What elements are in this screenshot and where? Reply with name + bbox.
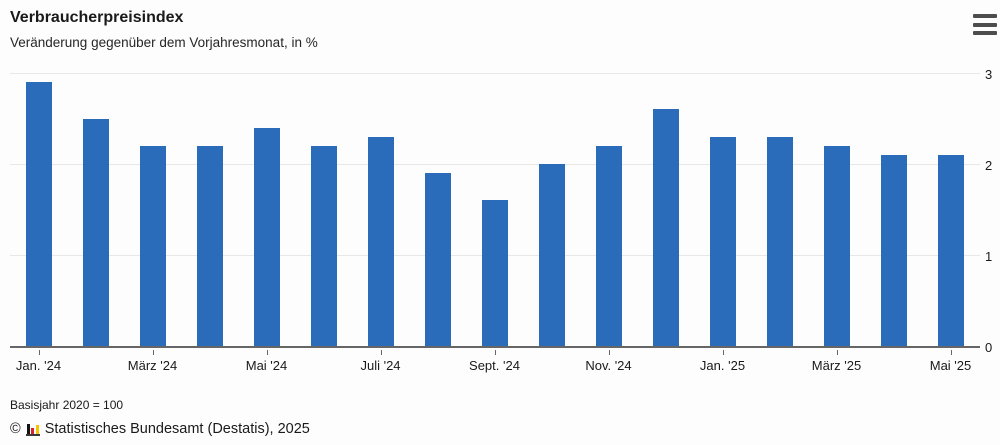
bar-juli24[interactable] (367, 136, 394, 346)
bar-jan25[interactable] (709, 136, 736, 346)
gridline-2 (10, 164, 980, 165)
logo-bar-red (31, 427, 35, 434)
x-axis-label: Mai '24 (245, 358, 288, 373)
x-axis-label: März '24 (127, 358, 178, 373)
y-axis-label: 1 (985, 249, 993, 264)
x-axis-tick (152, 350, 154, 355)
y-axis-label: 2 (985, 158, 993, 173)
gridline-3 (10, 73, 980, 74)
y-axis-label: 3 (985, 67, 993, 82)
x-axis-label: Sept. '24 (469, 358, 520, 373)
x-axis-label: Mai '25 (929, 358, 972, 373)
bar-feb24[interactable] (82, 118, 109, 346)
source-text: Statistisches Bundesamt (Destatis), 2025 (44, 421, 310, 437)
x-axis-tick (608, 350, 610, 355)
bar-mai25[interactable] (937, 154, 964, 346)
hamburger-bar (973, 22, 997, 27)
plot-area (10, 60, 980, 348)
y-axis-label: 0 (985, 340, 993, 355)
x-axis-label: Nov. '24 (585, 358, 632, 373)
x-axis-label: März '25 (811, 358, 862, 373)
bar-apr25[interactable] (880, 154, 907, 346)
source-line: © Statistisches Bundesamt (Destatis), 20… (10, 421, 310, 437)
bar-juni24[interactable] (310, 145, 337, 346)
bar-jan24[interactable] (25, 82, 52, 346)
copyright-symbol: © (10, 421, 21, 437)
bar-feb25[interactable] (766, 136, 793, 346)
base-year-note: Basisjahr 2020 = 100 (10, 398, 124, 412)
x-axis-tick (38, 350, 40, 355)
chart-subtitle: Veränderung gegenüber dem Vorjahresmonat… (10, 35, 318, 50)
x-axis-tick (950, 350, 952, 355)
logo-bar-black (26, 423, 30, 434)
bar-apr24[interactable] (196, 145, 223, 346)
hamburger-menu-icon[interactable] (973, 14, 997, 35)
logo-bar-gold (35, 424, 39, 434)
x-axis-label: Jan. '24 (15, 358, 62, 373)
bar-aug24[interactable] (424, 173, 451, 346)
x-axis-label: Jan. '25 (699, 358, 746, 373)
x-axis-tick (836, 350, 838, 355)
bar-nov24[interactable] (595, 145, 622, 346)
x-axis-label: Juli '24 (360, 358, 401, 373)
x-axis-tick (380, 350, 382, 355)
hamburger-bar (973, 14, 997, 18)
destatis-logo-icon (25, 423, 40, 436)
bar-märz24[interactable] (139, 145, 166, 346)
x-axis-tick (494, 350, 496, 355)
bar-okt24[interactable] (538, 164, 565, 346)
x-axis-tick (266, 350, 268, 355)
bar-mai24[interactable] (253, 127, 280, 346)
chart-title: Verbraucherpreisindex (10, 9, 184, 26)
x-axis-tick (722, 350, 724, 355)
hamburger-bar (973, 31, 997, 35)
bar-dez24[interactable] (652, 109, 679, 346)
bar-sept24[interactable] (481, 200, 508, 346)
bar-märz25[interactable] (823, 145, 850, 346)
